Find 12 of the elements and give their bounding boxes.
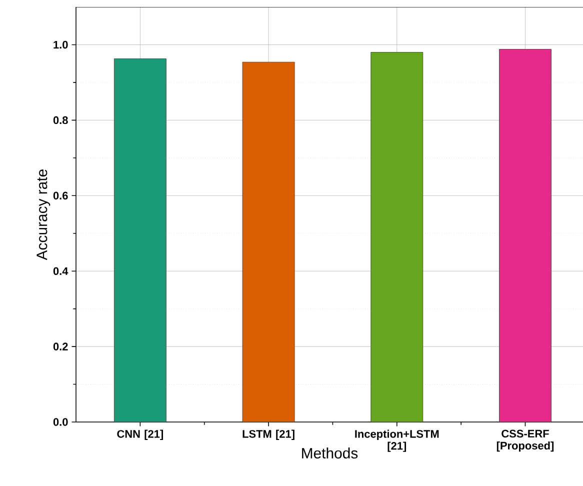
y-tick-label: 0.6 [53, 192, 68, 200]
x-axis-title: Methods [302, 448, 358, 458]
x-tick-label: LSTM [21] [242, 430, 294, 440]
x-tick-label: Inception+LSTM [21] [355, 430, 439, 452]
x-tick-label: CNN [21] [117, 430, 163, 440]
y-tick-label: 0.8 [53, 116, 68, 124]
y-tick-label: 1.0 [54, 40, 68, 49]
y-tick-label: 0.2 [53, 342, 68, 350]
y-tick-label: 0.0 [53, 418, 68, 426]
y-axis-title: Accuracy rate [36, 170, 50, 260]
y-tick-label: 0.4 [53, 267, 68, 275]
x-tick-label: CSS-ERF [Proposed] [496, 430, 554, 452]
